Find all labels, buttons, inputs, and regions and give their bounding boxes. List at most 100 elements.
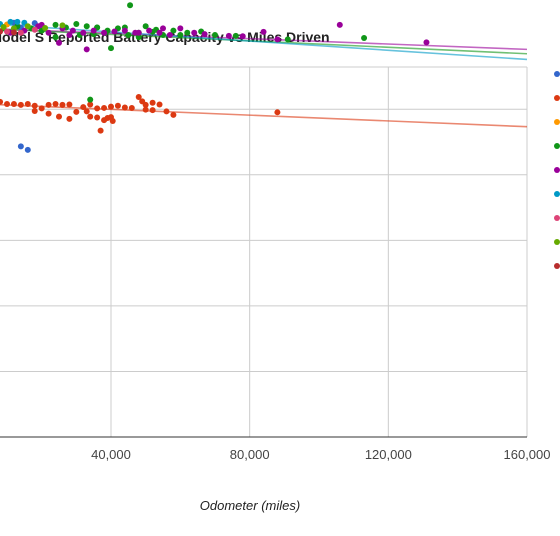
- data-point: [177, 31, 184, 38]
- data-point: [87, 113, 94, 120]
- data-point: [10, 29, 17, 36]
- legend-marker: [554, 263, 560, 269]
- data-point: [24, 101, 31, 108]
- data-point: [201, 31, 208, 38]
- data-point: [225, 32, 232, 39]
- data-point: [284, 36, 291, 43]
- data-point: [170, 27, 177, 34]
- data-point: [52, 21, 59, 28]
- data-point: [149, 107, 156, 114]
- legend-marker: [554, 215, 560, 221]
- data-point: [142, 106, 149, 113]
- data-point: [59, 22, 66, 29]
- data-point: [423, 39, 430, 46]
- data-point: [4, 28, 10, 35]
- data-point: [108, 45, 114, 52]
- data-point: [160, 25, 166, 32]
- data-point: [7, 18, 14, 25]
- data-point: [0, 24, 7, 31]
- data-point: [38, 105, 45, 112]
- data-point: [31, 102, 38, 109]
- data-point: [109, 118, 116, 125]
- data-point: [45, 29, 52, 36]
- data-point: [125, 31, 132, 38]
- x-tick-label: 120,000: [365, 447, 412, 462]
- data-point: [274, 109, 281, 116]
- data-point: [90, 27, 97, 34]
- data-point: [121, 27, 128, 34]
- data-point: [239, 33, 246, 40]
- data-point: [114, 102, 121, 109]
- data-point: [163, 108, 170, 115]
- data-point: [135, 94, 142, 101]
- data-point: [336, 21, 343, 28]
- data-point: [156, 101, 163, 108]
- legend: [554, 71, 560, 269]
- grid-lines: [0, 66, 528, 438]
- data-point: [87, 101, 94, 108]
- data-point: [94, 105, 101, 112]
- data-point: [101, 29, 108, 36]
- data-point: [0, 98, 4, 105]
- data-point: [191, 29, 198, 36]
- data-point: [59, 101, 66, 108]
- data-point: [170, 111, 177, 118]
- data-point: [212, 31, 218, 38]
- data-point: [66, 115, 73, 122]
- data-point: [80, 104, 87, 111]
- data-point: [135, 29, 142, 36]
- data-point: [149, 99, 156, 106]
- data-point: [45, 101, 52, 108]
- legend-marker: [554, 95, 560, 101]
- data-point: [24, 146, 31, 153]
- trendlines: [0, 23, 528, 128]
- data-point: [142, 101, 149, 108]
- legend-marker: [554, 143, 560, 149]
- x-axis-ticks: 40,000 80,000 120,000 160,000: [91, 447, 550, 462]
- trendline: [0, 23, 528, 61]
- data-point: [274, 36, 281, 43]
- data-point: [94, 114, 101, 121]
- data-point: [121, 104, 128, 111]
- data-point: [42, 24, 49, 31]
- data-point: [66, 101, 73, 108]
- data-point: [14, 18, 21, 25]
- data-point: [111, 28, 118, 35]
- data-point: [31, 107, 38, 114]
- data-point: [80, 29, 87, 36]
- data-point: [87, 96, 94, 103]
- data-point: [232, 32, 239, 39]
- data-point: [24, 23, 31, 30]
- data-point: [52, 34, 59, 41]
- legend-marker: [554, 239, 560, 245]
- x-axis-title: Odometer (miles): [200, 498, 300, 513]
- data-point: [66, 31, 73, 38]
- data-point: [56, 113, 62, 120]
- data-point: [31, 26, 38, 33]
- data-point: [17, 143, 24, 150]
- data-point: [128, 104, 135, 111]
- x-tick-label: 160,000: [504, 447, 551, 462]
- data-point: [69, 27, 76, 34]
- data-point: [177, 25, 184, 32]
- data-point: [184, 29, 191, 36]
- data-point: [56, 39, 62, 46]
- data-point: [17, 29, 24, 36]
- data-point: [260, 28, 267, 35]
- legend-marker: [554, 191, 560, 197]
- data-point: [17, 101, 24, 108]
- data-point: [83, 23, 90, 30]
- data-point: [4, 101, 10, 108]
- data-point: [97, 127, 104, 134]
- data-point: [83, 108, 90, 115]
- data-point: [108, 103, 114, 110]
- data-point: [142, 23, 149, 30]
- x-tick-label: 80,000: [230, 447, 270, 462]
- data-point: [73, 21, 80, 28]
- data-point: [10, 101, 17, 108]
- legend-marker: [554, 119, 560, 125]
- data-point: [101, 104, 108, 111]
- data-point: [0, 28, 4, 35]
- data-point: [52, 101, 59, 108]
